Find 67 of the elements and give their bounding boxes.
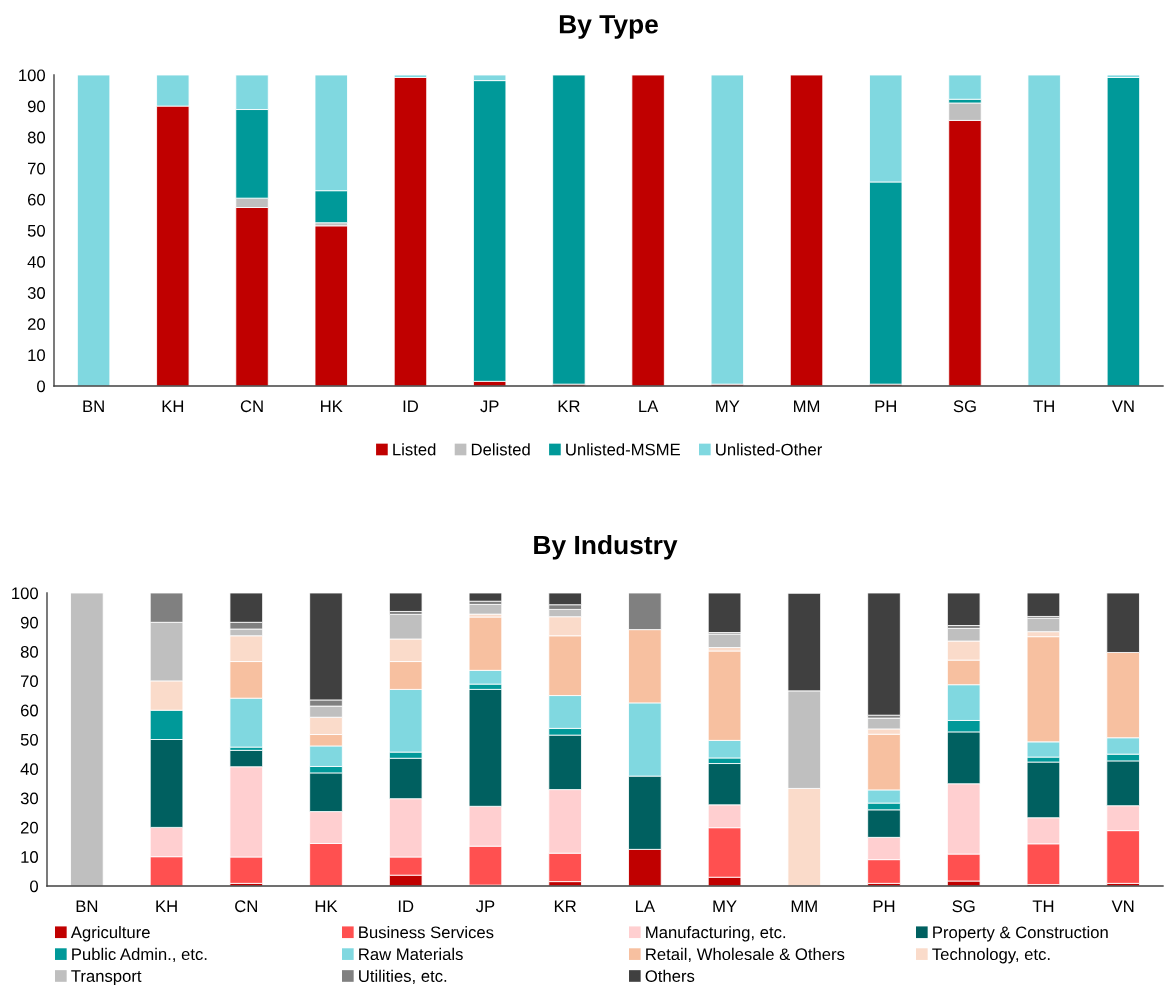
x-tick-label: BN	[83, 400, 104, 412]
legend-label: Retail, Wholesale & Others	[646, 947, 845, 963]
y-tick-label: 40	[20, 763, 39, 775]
x-tick-label: VN	[1111, 400, 1134, 412]
x-tick-label: MY	[716, 400, 740, 412]
legend-label: Unlisted-Other	[716, 443, 823, 456]
x-tick-label: HK	[321, 400, 343, 412]
chart-title: By Industry	[534, 534, 678, 560]
legend-label: Agriculture	[70, 926, 150, 942]
x-tick-label: JP	[475, 900, 495, 913]
y-tick-label: 10	[21, 851, 39, 863]
y-tick-label: 90	[27, 100, 46, 113]
y-tick-label: 80	[27, 131, 46, 144]
x-tick-label: MM	[791, 900, 817, 912]
x-tick-label: PH	[873, 900, 895, 912]
legend-label: Others	[645, 969, 695, 982]
x-tick-label: BN	[76, 900, 98, 912]
legend-label: Listed	[393, 443, 436, 456]
x-tick-label: MM	[794, 400, 820, 412]
legend-label: Transport	[71, 970, 142, 985]
x-tick-label: TH	[1032, 900, 1054, 912]
y-tick-label: 60	[27, 193, 46, 206]
x-tick-label: KR	[558, 400, 580, 412]
legend-label: Utilities, etc.	[359, 969, 447, 984]
y-tick-label: 10	[28, 349, 46, 362]
legend-label: Business Services	[359, 926, 494, 939]
legend-label: Property & Construction	[933, 926, 1108, 942]
y-tick-label: 0	[30, 880, 39, 893]
x-tick-label: LA	[639, 400, 659, 412]
y-tick-label: 70	[20, 675, 39, 688]
y-tick-label: 20	[27, 318, 46, 330]
y-tick-label: 40	[27, 256, 46, 268]
x-tick-label: KR	[554, 900, 576, 912]
y-tick-label: 100	[12, 587, 39, 600]
y-tick-label: 30	[20, 792, 39, 805]
y-tick-label: 50	[20, 733, 39, 746]
x-tick-label: MY	[713, 900, 737, 912]
x-tick-label: LA	[636, 900, 656, 912]
x-tick-label: VN	[1111, 900, 1134, 912]
x-tick-label: TH	[1033, 400, 1054, 412]
x-tick-label: KH	[162, 400, 184, 412]
y-tick-label: 30	[27, 287, 46, 299]
x-tick-label: CN	[235, 900, 257, 913]
legend-label: Manufacturing, etc.	[646, 926, 786, 942]
x-tick-label: KH	[156, 900, 177, 912]
y-tick-label: 90	[20, 616, 39, 629]
chart-title: By Type	[559, 15, 658, 39]
legend-label: Public Admin., etc.	[72, 947, 207, 963]
x-tick-label: ID	[403, 400, 418, 412]
x-tick-label: PH	[875, 400, 896, 412]
y-tick-label: 70	[27, 162, 46, 175]
legend-label: Unlisted-MSME	[566, 443, 680, 456]
y-tick-label: 80	[20, 646, 39, 658]
x-tick-label: SG	[952, 900, 975, 913]
x-tick-label: SG	[953, 400, 976, 413]
y-tick-label: 60	[20, 704, 39, 717]
y-tick-label: 20	[20, 821, 39, 834]
x-tick-label: ID	[398, 900, 414, 912]
x-tick-label: HK	[315, 900, 338, 912]
x-tick-label: JP	[480, 400, 499, 413]
x-tick-label: CN	[240, 400, 263, 413]
y-tick-label: 100	[19, 69, 46, 82]
y-tick-label: 50	[27, 224, 46, 237]
legend-label: Delisted	[471, 443, 530, 456]
legend-label: Technology, etc.	[932, 947, 1050, 964]
legend-label: Raw Materials	[359, 947, 463, 961]
y-tick-label: 0	[37, 380, 46, 393]
